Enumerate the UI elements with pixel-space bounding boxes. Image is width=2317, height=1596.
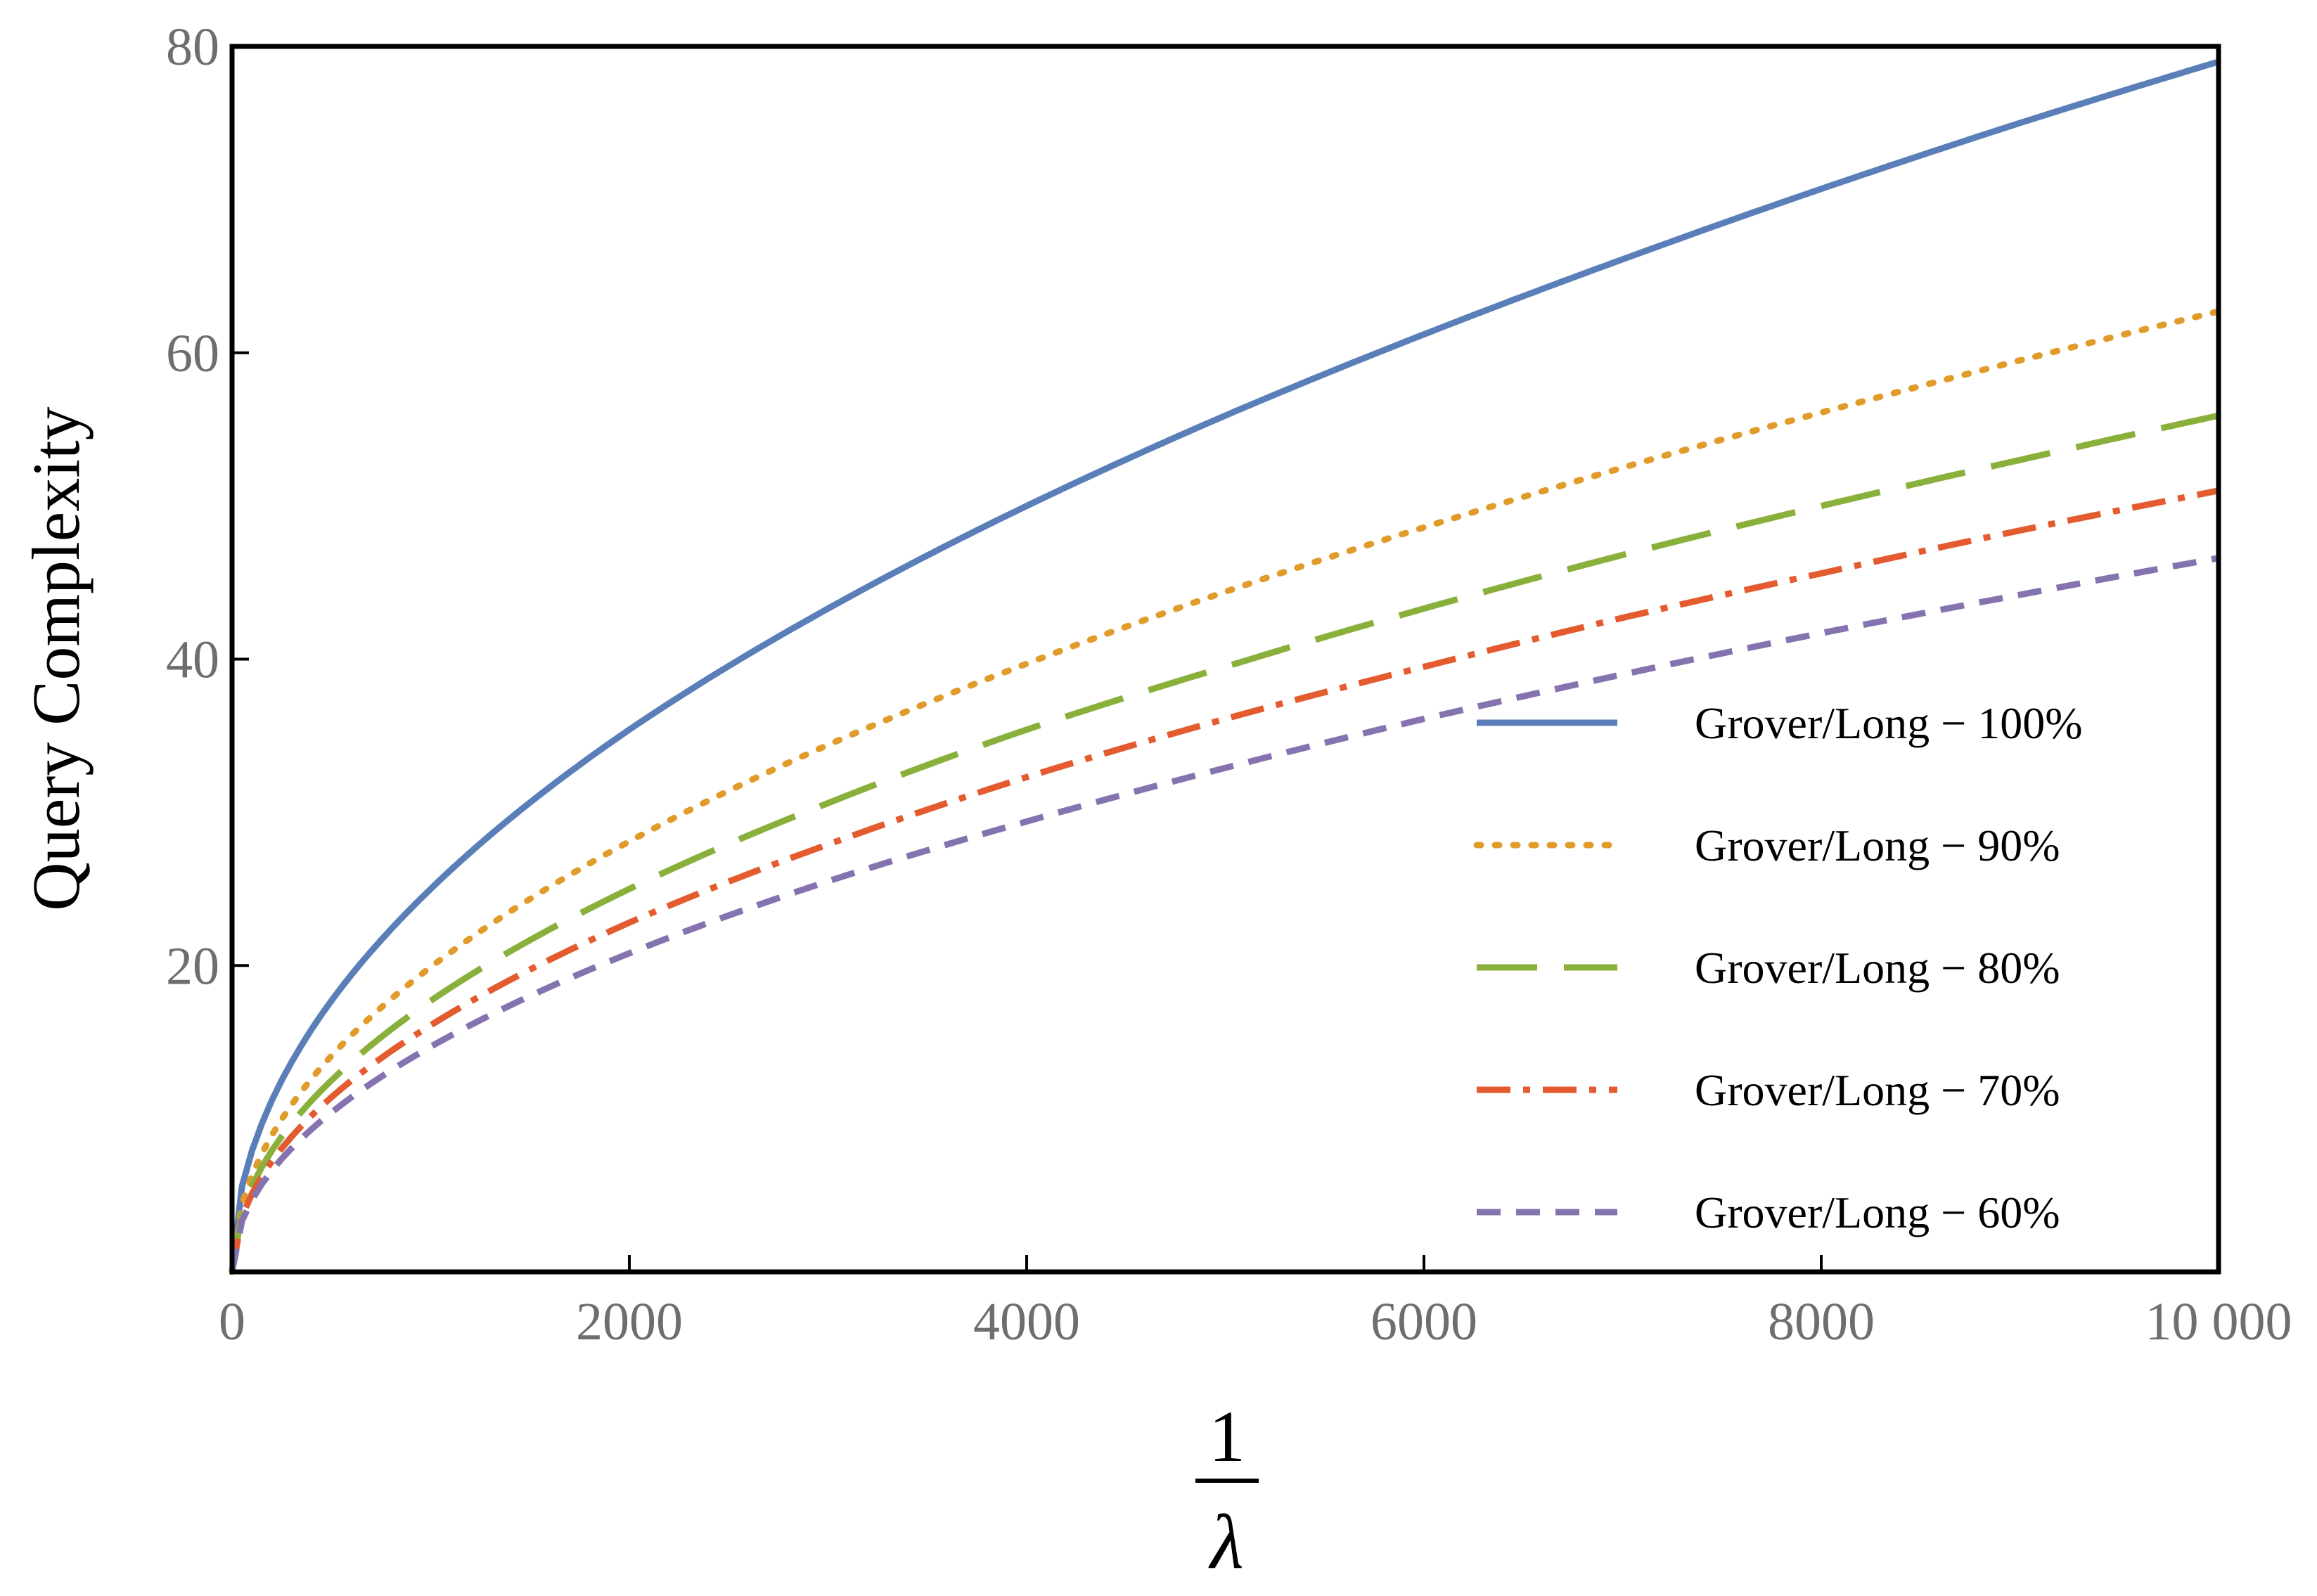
y-tick-label: 60 bbox=[166, 324, 219, 383]
legend-label-1: Grover/Long − 100% bbox=[1695, 698, 2083, 748]
x-axis-label-denominator: λ bbox=[1208, 1499, 1244, 1585]
x-tick-label: 10 000 bbox=[2145, 1292, 2292, 1351]
series-layer bbox=[229, 58, 2222, 1275]
y-axis-label: Query Complexity bbox=[18, 406, 94, 910]
tick-layer: 0 2000 4000 6000 8000 10 000 20 40 60 80 bbox=[166, 18, 2292, 1351]
x-axis-label-numerator: 1 bbox=[1209, 1396, 1245, 1477]
series-line-5 bbox=[229, 555, 2219, 1273]
legend-layer: Grover/Long − 100% Grover/Long − 90% Grove… bbox=[1473, 698, 2083, 1237]
x-tick-label: 8000 bbox=[1768, 1292, 1875, 1351]
y-tick-label: 80 bbox=[166, 18, 219, 77]
legend-label-3: Grover/Long − 80% bbox=[1695, 943, 2060, 993]
series-line-4 bbox=[229, 487, 2219, 1273]
x-tick-label: 0 bbox=[219, 1292, 245, 1351]
legend-label-5: Grover/Long − 60% bbox=[1695, 1188, 2060, 1237]
x-tick-label: 6000 bbox=[1371, 1292, 1477, 1351]
y-tick-label: 20 bbox=[166, 937, 219, 996]
x-tick-label: 4000 bbox=[973, 1292, 1080, 1351]
series-line-2 bbox=[229, 308, 2222, 1275]
y-tick-label: 40 bbox=[166, 631, 219, 690]
x-tick-label: 2000 bbox=[576, 1292, 683, 1351]
legend-label-4: Grover/Long − 70% bbox=[1695, 1065, 2060, 1115]
legend-label-2: Grover/Long − 90% bbox=[1695, 820, 2060, 870]
series-line-1 bbox=[229, 58, 2220, 1273]
